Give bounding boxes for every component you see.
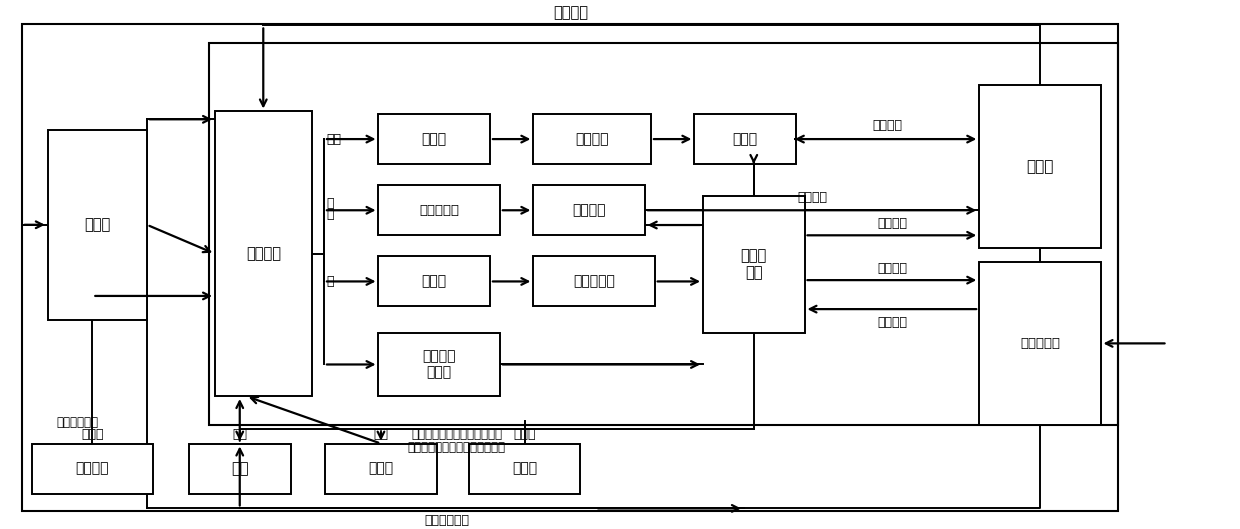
Text: 减光片: 减光片 — [422, 132, 446, 146]
Text: 电流电压: 电流电压 — [877, 262, 906, 275]
Bar — [48, 130, 146, 320]
Bar — [533, 257, 655, 306]
Bar — [378, 333, 500, 396]
Bar — [378, 257, 490, 306]
Text: 电流电压
传感器: 电流电压 传感器 — [423, 349, 456, 380]
Text: 启弧成功信号: 启弧成功信号 — [57, 416, 98, 429]
Text: 熄弧信号: 熄弧信号 — [553, 5, 588, 20]
Text: 减光滤光器: 减光滤光器 — [419, 204, 459, 217]
Bar — [22, 24, 1118, 511]
Text: 信号调理器: 信号调理器 — [573, 275, 615, 288]
Text: 水冷箱: 水冷箱 — [512, 462, 537, 476]
Bar — [980, 85, 1101, 249]
Text: 弧焊焊接: 弧焊焊接 — [246, 247, 280, 261]
Text: 数据采集卡: 数据采集卡 — [1019, 337, 1060, 350]
Text: 控制信号: 控制信号 — [877, 316, 906, 329]
Bar — [378, 185, 500, 235]
Text: 启弧、熄弧、焊接电流控制信号: 启弧、熄弧、焊接电流控制信号 — [408, 441, 506, 454]
Text: 光谱仪: 光谱仪 — [733, 132, 758, 146]
Text: 传声器: 传声器 — [422, 275, 446, 288]
Bar — [533, 185, 645, 235]
Text: 焊机: 焊机 — [231, 461, 248, 476]
Text: 机器人: 机器人 — [84, 217, 110, 232]
Bar — [980, 262, 1101, 425]
Text: 信号控
制箱: 信号控 制箱 — [740, 248, 766, 280]
Text: 光: 光 — [326, 197, 334, 211]
Bar — [325, 443, 436, 494]
Text: 冷却水: 冷却水 — [513, 427, 536, 441]
Bar — [188, 443, 290, 494]
Text: 电弧光谱: 电弧光谱 — [873, 120, 903, 132]
Text: 电: 电 — [326, 275, 334, 288]
Text: 送丝机: 送丝机 — [368, 462, 393, 476]
Text: 保护气: 保护气 — [81, 427, 104, 441]
Text: 启弧成功信号: 启弧成功信号 — [424, 514, 469, 526]
Bar — [215, 112, 311, 396]
Text: 焊接声音: 焊接声音 — [877, 217, 906, 230]
Bar — [32, 443, 153, 494]
Text: 工业相机: 工业相机 — [573, 203, 606, 217]
Bar — [378, 114, 490, 164]
Bar — [703, 196, 805, 333]
Text: 声: 声 — [326, 208, 334, 221]
Text: 送气装置: 送气装置 — [76, 462, 109, 476]
Bar — [469, 443, 580, 494]
Bar — [533, 114, 651, 164]
Text: 送丝启停、速度大小控制信号: 送丝启停、速度大小控制信号 — [410, 427, 502, 441]
Text: 焊丝: 焊丝 — [373, 427, 388, 441]
Bar — [208, 43, 1118, 425]
Text: 光谱探头: 光谱探头 — [575, 132, 609, 146]
Text: 熔池图像: 熔池图像 — [797, 190, 827, 204]
Bar — [694, 114, 796, 164]
Text: 工控机: 工控机 — [1027, 159, 1054, 174]
Text: 能量: 能量 — [232, 427, 247, 441]
Text: 光波: 光波 — [326, 133, 341, 145]
